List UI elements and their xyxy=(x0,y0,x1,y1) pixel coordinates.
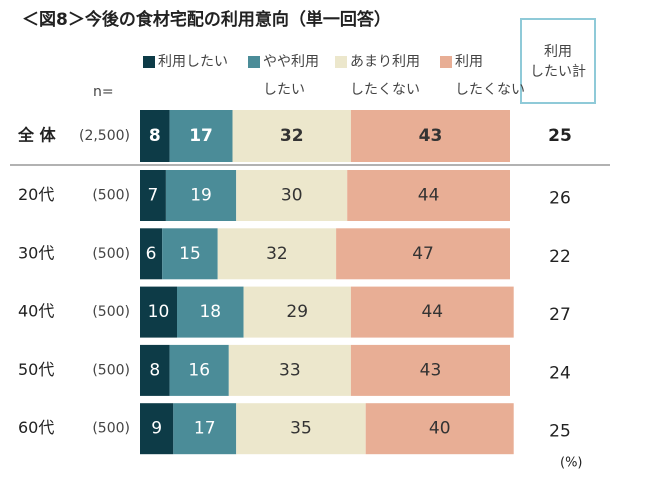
bar-segment xyxy=(165,170,237,221)
value-label: 6 xyxy=(146,244,157,264)
value-label: 44 xyxy=(418,186,440,206)
value-label: 40 xyxy=(429,419,451,439)
bar-segment xyxy=(217,228,337,280)
bar-segment xyxy=(140,344,170,396)
value-label: 15 xyxy=(179,244,201,264)
value-label: 9 xyxy=(151,419,162,439)
total-value: 22 xyxy=(549,247,571,267)
sample-size: (500) xyxy=(92,188,130,204)
value-label: 8 xyxy=(149,126,161,146)
value-label: 17 xyxy=(194,419,216,439)
sample-size: (500) xyxy=(92,246,130,262)
bar-segment xyxy=(140,228,163,280)
bar-segment xyxy=(140,403,174,455)
value-label: 43 xyxy=(420,360,442,380)
legend-swatch xyxy=(440,56,452,68)
value-label: 30 xyxy=(281,186,303,206)
value-label: 7 xyxy=(148,186,159,206)
value-label: 33 xyxy=(279,360,301,380)
legend-swatch xyxy=(335,56,347,68)
value-label: 10 xyxy=(148,302,170,322)
sample-size: (500) xyxy=(92,304,130,320)
row-label: 20代 xyxy=(18,185,54,204)
bar-segment xyxy=(236,403,366,455)
bar-segment xyxy=(162,228,218,280)
bar-segment xyxy=(228,344,351,396)
legend-label: あまり利用 したくない xyxy=(350,54,420,98)
total-value: 26 xyxy=(549,189,571,209)
total-value: 27 xyxy=(549,305,571,325)
value-label: 32 xyxy=(266,244,288,264)
legend-label: 利用 したくない xyxy=(455,54,525,98)
bar-segment xyxy=(347,170,510,221)
row-label: 全 体 xyxy=(17,126,57,145)
row-label: 60代 xyxy=(18,418,54,437)
bar-segment xyxy=(232,110,351,162)
total-value: 25 xyxy=(549,422,571,442)
bar-segment xyxy=(243,286,351,338)
value-label: 18 xyxy=(199,302,221,322)
row-label: 30代 xyxy=(18,243,54,262)
bar-segment xyxy=(140,110,170,162)
legend-label: やや利用 したい xyxy=(263,54,319,98)
value-label: 19 xyxy=(190,186,212,206)
legend-swatch xyxy=(143,56,155,68)
bar-segment xyxy=(350,110,510,162)
bar-segment xyxy=(236,170,348,221)
bar-segment xyxy=(365,403,514,455)
sample-size: (2,500) xyxy=(79,128,130,144)
bar-segment xyxy=(173,403,237,455)
n-label: n= xyxy=(93,84,114,100)
bar-segment xyxy=(336,228,510,280)
bar-segment xyxy=(350,344,510,396)
bar-segment xyxy=(169,110,233,162)
sample-size: (500) xyxy=(92,362,130,378)
value-label: 44 xyxy=(421,302,443,322)
unit-label: (%) xyxy=(560,456,583,471)
bar-segment xyxy=(350,286,514,338)
value-label: 32 xyxy=(280,126,304,146)
chart-title: ＜図8＞今後の食材宅配の利用意向（単一回答） xyxy=(22,9,391,30)
total-value: 24 xyxy=(549,363,571,383)
bar-segment xyxy=(140,170,166,221)
legend-swatch xyxy=(248,56,260,68)
row-label: 50代 xyxy=(18,360,54,379)
value-label: 35 xyxy=(290,419,312,439)
total-header: 利用 したい計 xyxy=(520,18,596,104)
bar-segment xyxy=(177,286,244,338)
value-label: 8 xyxy=(149,360,160,380)
value-label: 43 xyxy=(419,126,443,146)
bar-segment xyxy=(140,286,177,338)
sample-size: (500) xyxy=(92,421,130,437)
value-label: 47 xyxy=(412,244,434,264)
row-label: 40代 xyxy=(18,302,54,321)
value-label: 29 xyxy=(286,302,308,322)
bar-segment xyxy=(169,344,229,396)
value-label: 17 xyxy=(189,126,213,146)
value-label: 16 xyxy=(188,360,210,380)
total-value: 25 xyxy=(548,126,572,146)
legend-label: 利用したい xyxy=(158,54,228,70)
